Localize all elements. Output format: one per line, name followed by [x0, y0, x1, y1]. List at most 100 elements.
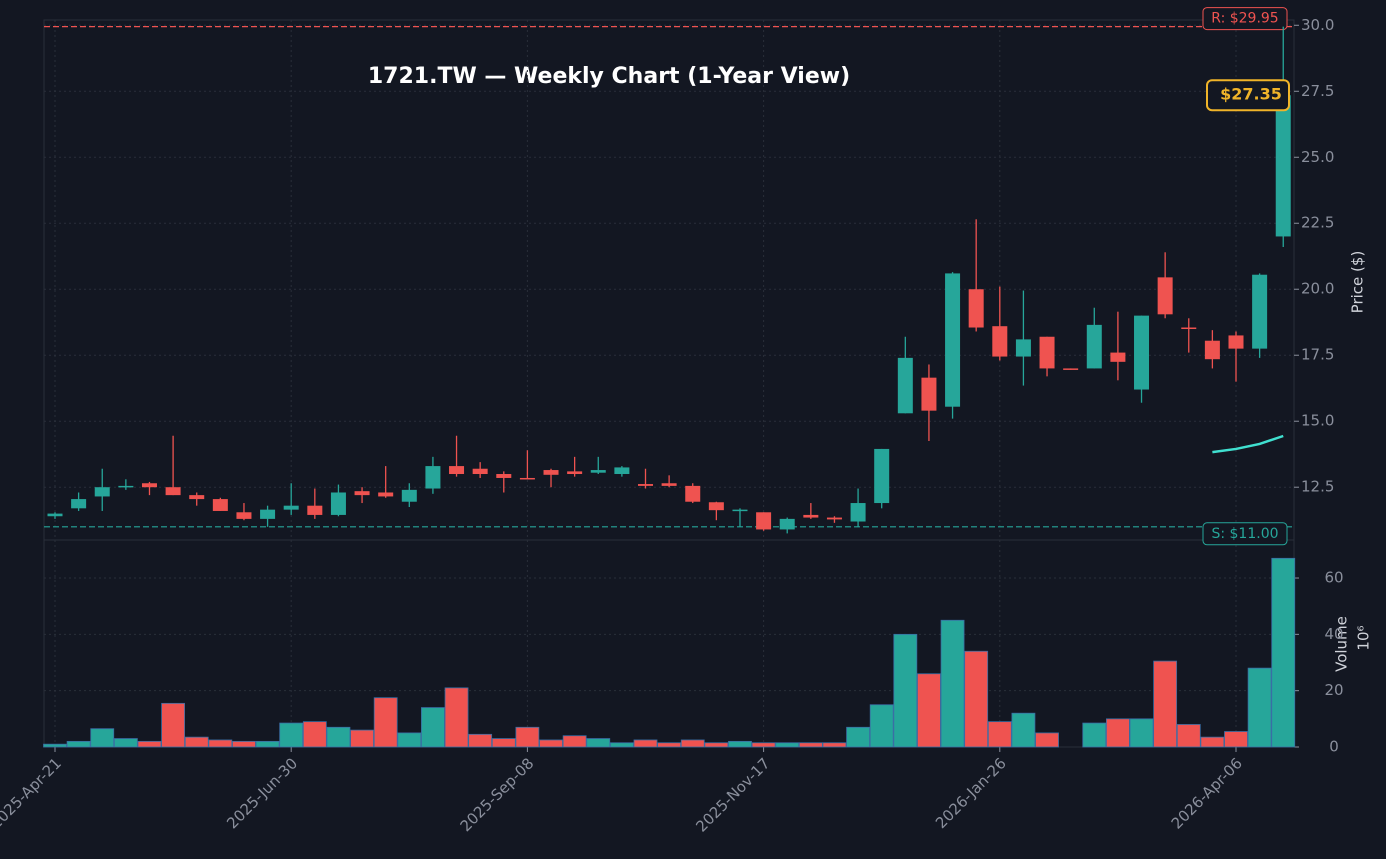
candle-body [1275, 95, 1291, 237]
volume-unit: 10⁶ [1355, 625, 1373, 650]
y-tick-label: 15.0 [1301, 412, 1334, 430]
volume-bar [633, 739, 658, 748]
volume-axis-label: Volume [1333, 616, 1351, 672]
candle-body [1086, 324, 1102, 369]
volume-bar [444, 687, 469, 748]
candle-body [449, 466, 465, 475]
volume-bar [1176, 724, 1201, 748]
y-axis-label: Price ($) [1349, 251, 1367, 314]
volume-tick-label: 40 [1324, 625, 1343, 643]
volume-bar [609, 742, 634, 748]
candle-body [47, 513, 63, 517]
candle-body [897, 357, 913, 414]
volume-bar [421, 707, 445, 748]
volume-bar [1035, 732, 1059, 748]
candle-body [1063, 368, 1079, 370]
resistance-label-box [1202, 7, 1288, 31]
volume-bar [1247, 667, 1272, 748]
candle-body [874, 448, 890, 504]
y-tick-label: 22.5 [1301, 214, 1334, 232]
candle-body [779, 518, 795, 530]
candle-body [1157, 277, 1173, 315]
volume-tick-label: 20 [1324, 681, 1343, 699]
volume-bar [917, 673, 941, 748]
candle-body [330, 492, 346, 515]
candle-body [638, 484, 653, 486]
candle-body [826, 517, 842, 520]
candle-body [732, 509, 748, 512]
volume-bar [1153, 660, 1178, 748]
volume-bar [66, 740, 91, 748]
candle-body [236, 512, 252, 519]
volume-bar [869, 704, 894, 748]
volume-bar [657, 742, 682, 748]
resistance-label: R: $29.95 [1211, 11, 1278, 27]
candle-body [1015, 339, 1031, 357]
candle-body [472, 468, 488, 475]
support-label-box [1202, 522, 1288, 546]
volume-bar [491, 738, 516, 748]
candle-body [378, 492, 394, 497]
volume-bar [586, 738, 611, 748]
candle-body [260, 509, 276, 519]
volume-bar [822, 742, 847, 748]
chart-title: 1721.TW — Weekly Chart (1-Year View) [368, 64, 850, 89]
volume-bar [232, 740, 256, 748]
volume-tick-label: 60 [1324, 569, 1343, 587]
candle-body [212, 499, 228, 511]
candle-body [685, 485, 701, 502]
volume-bar [468, 733, 493, 748]
volume-bar [704, 742, 729, 748]
volume-bar [1271, 557, 1296, 748]
candle-body [992, 326, 1008, 357]
candle-body [661, 483, 677, 486]
volume-bar [539, 739, 563, 748]
volume-bar [302, 721, 327, 748]
candle-body [141, 483, 157, 488]
candle-body [756, 512, 772, 530]
volume-bar [43, 743, 67, 748]
candle-body [283, 505, 299, 510]
volume-bar [1106, 718, 1130, 748]
volume-bar [326, 726, 351, 748]
volume-bar [1082, 722, 1107, 748]
volume-bar [90, 728, 115, 748]
volume-bar [680, 739, 705, 748]
volume-bar [208, 739, 233, 748]
candle-body [543, 470, 559, 475]
candle-body [1181, 327, 1197, 330]
volume-tick-label: 0 [1329, 738, 1339, 756]
candle-body [1134, 315, 1150, 390]
y-tick-label: 17.5 [1301, 346, 1334, 364]
candle-body [1039, 336, 1055, 369]
candle-body [590, 470, 606, 473]
candle-body [94, 487, 110, 497]
candle-body [425, 466, 441, 489]
y-tick-label: 25.0 [1301, 148, 1334, 166]
volume-bar [1129, 718, 1154, 748]
volume-bar [113, 738, 138, 748]
y-tick-label: 27.5 [1301, 82, 1334, 100]
volume-bar [987, 721, 1012, 748]
candle-body [519, 477, 535, 480]
last-price-label: $27.35 [1220, 85, 1282, 104]
candle-body [354, 491, 370, 496]
y-tick-label: 20.0 [1301, 280, 1334, 298]
volume-bar [397, 732, 422, 748]
candle-body [614, 467, 630, 475]
candle-body [1228, 335, 1244, 349]
candle-body [71, 499, 87, 509]
volume-bar [350, 729, 374, 748]
volume-bar [184, 736, 209, 748]
candle-body [708, 502, 724, 511]
candle-body [496, 474, 512, 478]
candle-body [1204, 340, 1220, 360]
candle-body [189, 495, 205, 500]
overlay-line [1212, 434, 1284, 454]
volume-bar [161, 702, 186, 748]
candle-body [921, 377, 937, 411]
candle-body [968, 289, 984, 328]
volume-bar [775, 742, 800, 748]
volume-bar [798, 742, 823, 748]
